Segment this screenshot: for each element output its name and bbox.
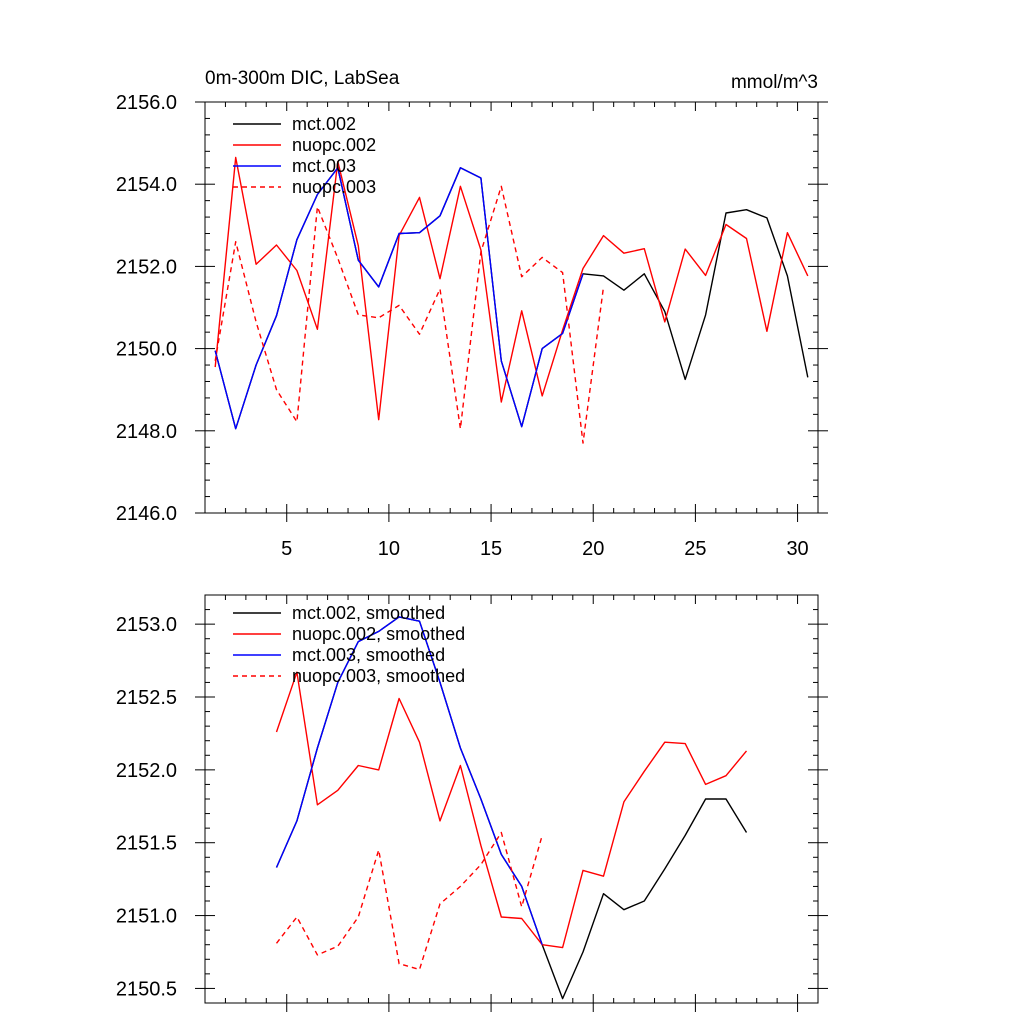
y-tick-label: 2154.0 bbox=[116, 174, 177, 196]
series-line-mct-003 bbox=[214, 167, 584, 430]
y-tick-label: 2151.0 bbox=[116, 906, 177, 928]
y-tick-label: 2150.0 bbox=[116, 339, 177, 361]
legend-label: mct.002, smoothed bbox=[292, 603, 445, 623]
x-tick-label: 20 bbox=[582, 538, 604, 560]
series-line-nuopc-002-smoothed bbox=[275, 671, 748, 949]
legend-label: mct.003, smoothed bbox=[292, 645, 445, 665]
y-tick-label: 2152.0 bbox=[116, 256, 177, 278]
x-tick-label: 25 bbox=[684, 538, 706, 560]
y-tick-label: 2150.5 bbox=[116, 978, 177, 1000]
top-panel-axes: 5 10 15 20 25 30 2146.0 2148.0 2150.0 2152.0 2154.… bbox=[116, 92, 828, 560]
legend-label: mct.002 bbox=[292, 114, 356, 134]
units-label: mmol/m^3 bbox=[731, 72, 818, 93]
y-tick-label: 2152.0 bbox=[116, 760, 177, 782]
bottom-panel-smoothed-chart: 2150.5 2151.0 2151.5 2152.0 2152.5 2153.0 mct… bbox=[116, 594, 828, 1012]
chart-title: 0m-300m DIC, LabSea bbox=[205, 68, 400, 89]
x-tick-label: 15 bbox=[480, 538, 502, 560]
legend-label: mct.003 bbox=[292, 156, 356, 176]
legend-label: nuopc.003, smoothed bbox=[292, 666, 465, 686]
legend-label: nuopc.002 bbox=[292, 135, 376, 155]
bottom-panel-series bbox=[275, 616, 748, 1000]
series-line-nuopc-003-smoothed bbox=[275, 831, 543, 971]
series-line-mct-003-smoothed bbox=[275, 616, 543, 945]
top-panel-dic-chart: 0m-300m DIC, LabSea mmol/m^3 5 10 15 20 25 30… bbox=[116, 68, 828, 560]
x-tick-label: 30 bbox=[786, 538, 808, 560]
y-tick-label: 2153.0 bbox=[116, 614, 177, 636]
bottom-panel-axes: 2150.5 2151.0 2151.5 2152.0 2152.5 2153.0 bbox=[116, 594, 828, 1012]
y-tick-label: 2148.0 bbox=[116, 421, 177, 443]
x-tick-label: 5 bbox=[281, 538, 292, 560]
y-tick-label: 2146.0 bbox=[116, 503, 177, 525]
series-line-nuopc-002 bbox=[214, 156, 809, 421]
series-line-mct-002 bbox=[214, 167, 809, 430]
legend-label: nuopc.003 bbox=[292, 177, 376, 197]
y-tick-label: 2152.5 bbox=[116, 687, 177, 709]
top-panel-series bbox=[214, 156, 809, 444]
series-line-nuopc-003 bbox=[214, 185, 605, 444]
x-tick-label: 10 bbox=[378, 538, 400, 560]
legend-label: nuopc.002, smoothed bbox=[292, 624, 465, 644]
y-tick-label: 2156.0 bbox=[116, 92, 177, 114]
y-tick-label: 2151.5 bbox=[116, 833, 177, 855]
